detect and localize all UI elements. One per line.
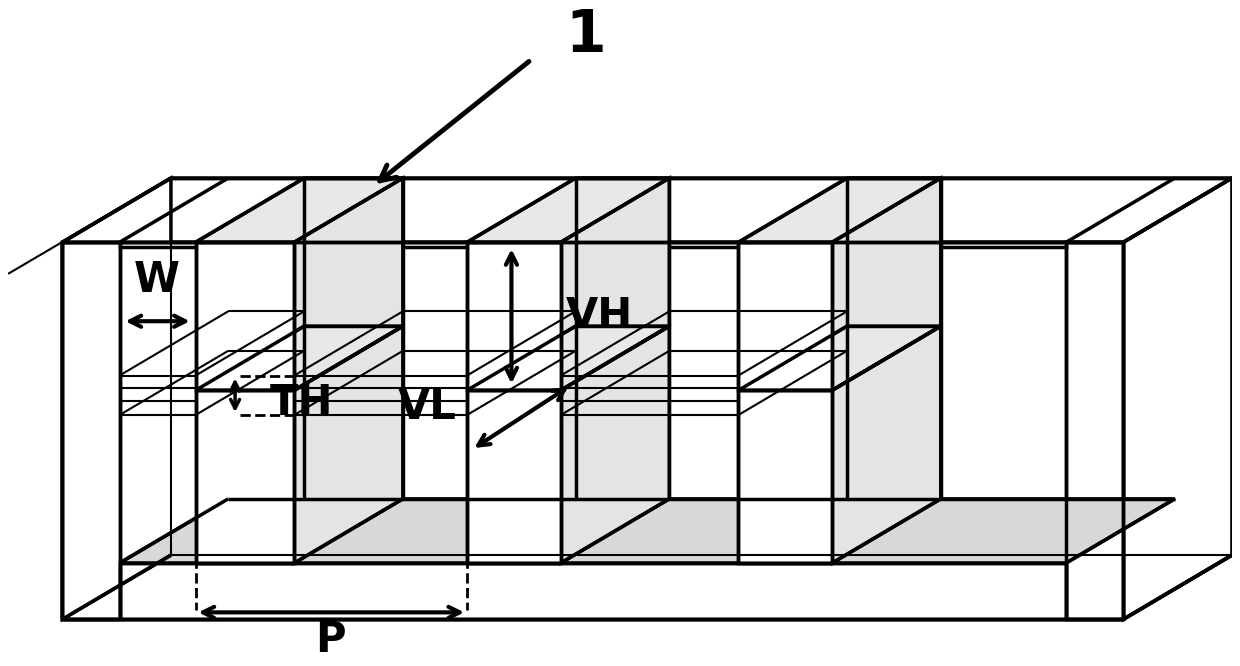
- Polygon shape: [62, 242, 1123, 619]
- Polygon shape: [62, 178, 171, 619]
- Polygon shape: [196, 390, 294, 563]
- Polygon shape: [560, 178, 670, 390]
- Polygon shape: [739, 390, 832, 563]
- Polygon shape: [832, 178, 941, 390]
- Text: 1: 1: [565, 7, 606, 63]
- Text: VL: VL: [398, 386, 458, 428]
- Polygon shape: [1123, 178, 1231, 619]
- Polygon shape: [467, 178, 670, 242]
- Polygon shape: [739, 242, 832, 390]
- Polygon shape: [119, 499, 1174, 563]
- Polygon shape: [467, 242, 560, 390]
- Text: W: W: [134, 259, 180, 301]
- Polygon shape: [560, 326, 670, 563]
- Text: P: P: [315, 619, 346, 661]
- Polygon shape: [467, 390, 560, 563]
- Polygon shape: [1066, 242, 1123, 619]
- Polygon shape: [196, 326, 403, 390]
- Polygon shape: [294, 326, 403, 563]
- Polygon shape: [62, 242, 119, 619]
- Polygon shape: [119, 242, 1066, 247]
- Polygon shape: [196, 178, 403, 242]
- Text: TH: TH: [269, 382, 334, 424]
- Polygon shape: [196, 242, 294, 390]
- Polygon shape: [294, 178, 403, 390]
- Polygon shape: [62, 178, 1231, 242]
- Polygon shape: [467, 326, 670, 390]
- Polygon shape: [739, 178, 941, 242]
- Polygon shape: [62, 555, 1231, 619]
- Polygon shape: [739, 326, 941, 390]
- Polygon shape: [119, 563, 1066, 619]
- Polygon shape: [832, 326, 941, 563]
- Text: VH: VH: [565, 295, 632, 337]
